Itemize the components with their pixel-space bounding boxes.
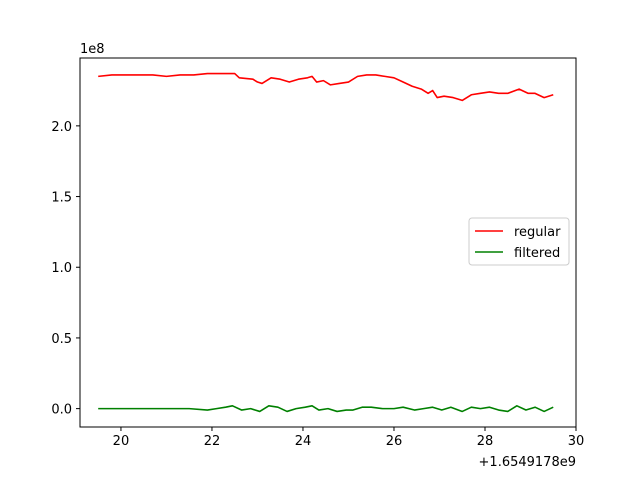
x-tick-label: 30 <box>568 434 585 449</box>
x-offset-label: +1.6549178e9 <box>479 455 576 470</box>
series-line-filtered <box>98 404 554 413</box>
y-tick-label: 0.5 <box>51 332 72 347</box>
y-tick-label: 2.0 <box>51 120 72 135</box>
y-tick-label: 1.0 <box>51 261 72 276</box>
legend-label-filtered: filtered <box>514 246 560 261</box>
series-line-regular <box>98 72 554 102</box>
axes-frame <box>79 57 577 428</box>
x-axis: 20 22 24 26 28 30 <box>113 427 585 449</box>
y-axis: 0.0 0.5 1.0 1.5 2.0 <box>51 120 80 418</box>
legend-label-regular: regular <box>514 225 561 240</box>
x-tick-label: 24 <box>295 434 312 449</box>
x-tick-label: 22 <box>204 434 221 449</box>
legend-box <box>468 217 570 266</box>
x-tick-label: 28 <box>477 434 494 449</box>
y-tick-label: 0.0 <box>51 403 72 418</box>
y-tick-label: 1.5 <box>51 191 72 206</box>
legend: regular filtered <box>468 217 570 266</box>
x-tick-label: 20 <box>113 434 130 449</box>
x-tick-label: 26 <box>386 434 403 449</box>
plot-area <box>98 72 554 413</box>
y-scale-label: 1e8 <box>80 42 105 57</box>
